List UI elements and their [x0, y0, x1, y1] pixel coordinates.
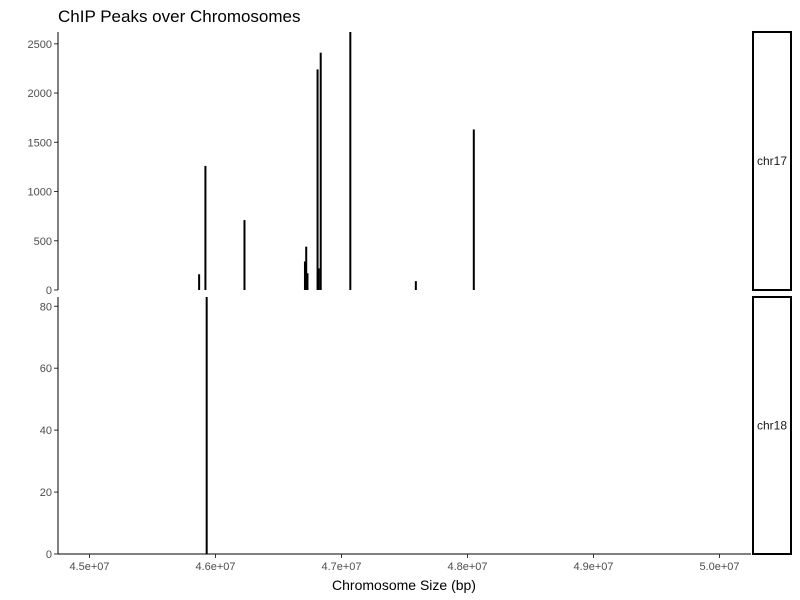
peaks-chr18 [205, 297, 208, 554]
peak-bar-chr17 [204, 165, 207, 290]
y-tick-label: 500 [34, 236, 52, 248]
peak-bar-chr18 [205, 297, 208, 554]
peak-bar-chr17 [349, 32, 352, 290]
x-tick-label: 4.6e+07 [195, 561, 235, 573]
chart-title: ChIP Peaks over Chromosomes [58, 7, 301, 26]
y-tick-label: 1500 [28, 137, 52, 149]
y-tick-label: 20 [40, 487, 52, 499]
y-tick-label: 2000 [28, 88, 52, 100]
y-axis-chr18: 0 20 40 60 80 [40, 301, 58, 561]
panel-chr17: 0 500 1000 1500 2000 2500 chr17 [28, 31, 792, 297]
strip-chr17 [752, 31, 792, 291]
strip-label-chr17: chr17 [757, 154, 787, 168]
x-axis: 4.5e+07 4.6e+07 4.7e+07 4.8e+07 4.9e+07 5.0e+… [58, 553, 751, 573]
y-tick-label: 40 [40, 425, 52, 437]
peak-bar-chr17 [303, 261, 306, 290]
x-tick-label: 4.8e+07 [447, 561, 487, 573]
y-tick-label: 0 [46, 549, 52, 561]
peak-bar-chr17 [319, 52, 322, 291]
x-tick-label: 5.0e+07 [699, 561, 739, 573]
peak-bar-chr17 [306, 273, 309, 290]
y-tick-label: 0 [46, 285, 52, 297]
y-tick-label: 60 [40, 363, 52, 375]
y-tick-label: 1000 [28, 187, 52, 199]
strip-label-chr18: chr18 [757, 419, 787, 433]
y-tick-label: 2500 [28, 39, 52, 51]
strip-chr18 [752, 296, 792, 555]
peak-bar-chr17 [243, 220, 246, 290]
peak-bar-chr17 [198, 274, 201, 290]
peaks-chr17 [198, 32, 475, 291]
panel-chr18: 0 20 40 60 80 chr18 [40, 296, 792, 561]
x-tick-label: 4.5e+07 [69, 561, 109, 573]
peak-bar-chr17 [472, 129, 475, 290]
y-tick-label: 80 [40, 301, 52, 313]
peak-bar-chr17 [316, 69, 319, 290]
peak-bar-chr17 [305, 246, 308, 290]
peak-bar-chr17 [317, 268, 320, 290]
peak-bar-chr17 [414, 281, 417, 290]
x-tick-label: 4.9e+07 [573, 561, 613, 573]
x-axis-title: Chromosome Size (bp) [332, 577, 476, 593]
x-tick-label: 4.7e+07 [321, 561, 361, 573]
y-axis-chr17: 0 500 1000 1500 2000 2500 [28, 39, 58, 297]
